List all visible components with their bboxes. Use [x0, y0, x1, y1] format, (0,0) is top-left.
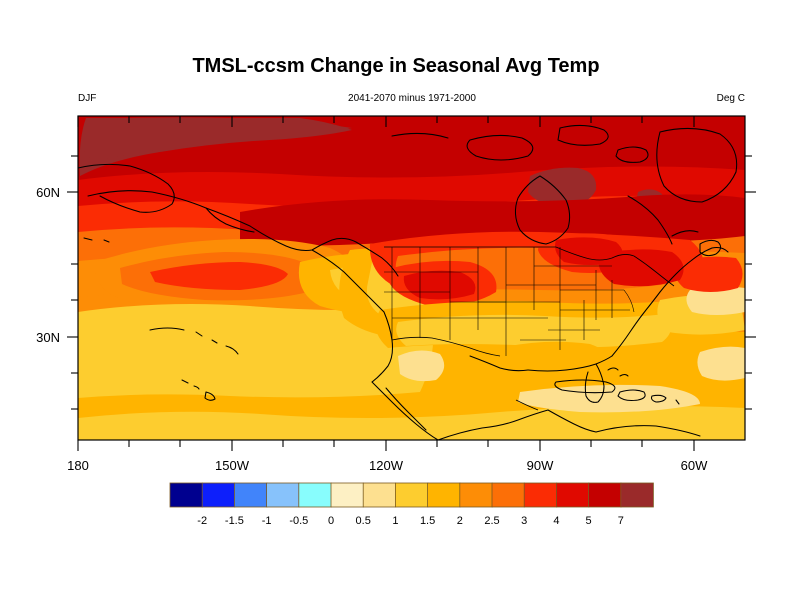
colorbar-tick-label-0: -2: [197, 515, 207, 527]
colorbar-tick-label-13: 7: [618, 515, 624, 527]
coastlines: [78, 124, 738, 440]
colorbar-tick-label-1: -1.5: [225, 515, 244, 527]
colorbar-band-7: [394, 482, 429, 508]
colorbar-band-14: [620, 482, 654, 508]
colorbar-tick-label-6: 1: [392, 515, 398, 527]
units-label: Deg C: [717, 93, 745, 104]
season-label: DJF: [78, 93, 96, 104]
colorbar-band-8: [427, 482, 461, 508]
colorbar-tick-label-9: 2.5: [484, 515, 499, 527]
colorbar-tick-label-12: 5: [586, 515, 592, 527]
x-tick-label-2: 120W: [369, 458, 404, 473]
colorbar-tick-label-11: 4: [553, 515, 559, 527]
colorbar-band-11: [523, 482, 558, 508]
x-axis: 180 150W 120W 90W 60W: [67, 116, 708, 473]
x-tick-label-3: 90W: [527, 458, 554, 473]
colorbar-tick-label-4: 0: [328, 515, 334, 527]
colorbar-band-0: [169, 482, 203, 508]
y-tick-label-1: 30N: [36, 330, 60, 345]
page-title: TMSL-ccsm Change in Seasonal Avg Temp: [192, 55, 599, 77]
colorbar-tick-label-8: 2: [457, 515, 463, 527]
country-borders: [384, 246, 675, 411]
colorbar-band-13: [588, 482, 622, 508]
colorbar-band-12: [556, 482, 590, 508]
colorbar-band-6: [362, 482, 397, 508]
colorbar-band-10: [491, 482, 525, 508]
plot-frame: [77, 115, 746, 441]
colorbar-band-3: [266, 482, 300, 508]
state-borders: [384, 247, 635, 356]
y-axis: 60N 30N: [36, 155, 756, 410]
colorbar-band-2: [233, 482, 268, 508]
colorbar-tick-label-3: -0.5: [289, 515, 308, 527]
colorbar: -2 -1.5 -1 -0.5 0 0.5 1 1.5 2 2.5 3 4 5 7: [169, 482, 654, 527]
colorbar-band-1: [201, 482, 236, 508]
x-tick-label-4: 60W: [681, 458, 708, 473]
colorbar-tick-label-7: 1.5: [420, 515, 435, 527]
x-tick-label-0: 180: [67, 458, 89, 473]
colorbar-tick-label-10: 3: [521, 515, 527, 527]
colorbar-band-9: [459, 482, 493, 508]
period-label: 2041-2070 minus 1971-2000: [348, 93, 476, 104]
colorbar-band-5: [330, 482, 364, 508]
colorbar-tick-label-5: 0.5: [356, 515, 371, 527]
x-tick-label-1: 150W: [215, 458, 250, 473]
y-tick-label-0: 60N: [36, 185, 60, 200]
map-plot-area: [77, 115, 746, 441]
colorbar-band-4: [298, 482, 332, 508]
colorbar-tick-label-2: -1: [262, 515, 272, 527]
